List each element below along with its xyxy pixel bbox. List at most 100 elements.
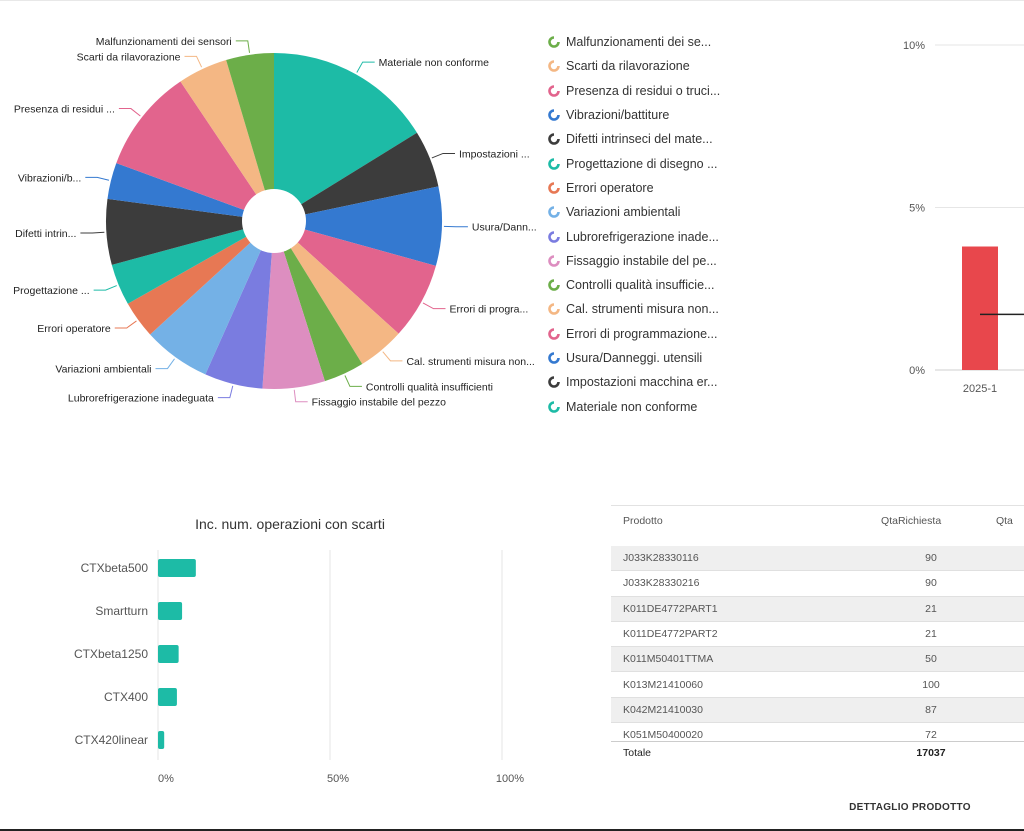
pie-slice[interactable] [150, 221, 274, 375]
pie-slice[interactable] [274, 132, 439, 221]
pie-slice-label: Malfunzionamenti dei sensori [96, 36, 232, 48]
table-body[interactable]: J033K28330116 90 J033K28330216 90 K011DE4772… [611, 546, 1024, 741]
pie-slice[interactable] [274, 221, 399, 364]
hbar[interactable] [158, 645, 179, 663]
legend-label: Errori di programmazione... [566, 326, 718, 341]
table-row[interactable]: J033K28330216 90 [611, 571, 1024, 597]
legend-item[interactable]: Difetti intrinseci del mate... [548, 127, 728, 151]
x-tick-label: 100% [496, 773, 524, 785]
table-row[interactable]: K013M21410060 100 [611, 672, 1024, 698]
percentage-bar[interactable] [962, 246, 998, 371]
table-row[interactable]: K011M50401TTMA 50 [611, 647, 1024, 673]
pie-label-leader [293, 389, 308, 403]
cell-qta-richiesta: 87 [925, 703, 937, 716]
legend-label: Progettazione di disegno ... [566, 156, 718, 171]
hbar[interactable] [158, 559, 196, 577]
legend-label: Scarti da rilavorazione [566, 59, 690, 74]
bottom-divider [0, 829, 1024, 831]
pie-slice[interactable] [107, 163, 274, 221]
hbar[interactable] [158, 602, 183, 620]
legend-label: Fissaggio instabile del pe... [566, 253, 717, 268]
pie-label-leader [235, 40, 251, 53]
pie-slice[interactable] [127, 221, 274, 335]
table-header: Prodotto QtaRichiesta Qta [611, 506, 1024, 546]
legend-item[interactable]: Usura/Danneggi. utensili [548, 346, 728, 370]
cell-qta-richiesta: 72 [925, 729, 937, 741]
pie-slice[interactable] [180, 59, 274, 221]
table-footer: Totale 17037 [611, 741, 1024, 764]
cell-prodotto: K013M21410060 [623, 678, 703, 691]
pie-label-leader [217, 385, 234, 399]
table-row[interactable]: J033K28330116 90 [611, 546, 1024, 572]
legend-item[interactable]: Presenza di residui o truci... [548, 79, 728, 103]
y-category-label: CTXbeta1250 [74, 647, 148, 661]
legend-label: Errori operatore [566, 180, 654, 195]
legend-ring-icon [548, 109, 560, 121]
legend-ring-icon [548, 36, 560, 48]
legend-item[interactable]: Variazioni ambientali [548, 200, 728, 224]
legend-ring-icon [548, 157, 560, 170]
cell-prodotto: K011M50401TTMA [623, 653, 714, 666]
hbar[interactable] [158, 731, 165, 749]
pie-label-leader [344, 375, 362, 387]
pie-label-leader [155, 358, 175, 370]
cell-prodotto: J033K28330116 [623, 552, 699, 565]
legend-item[interactable]: Fissaggio instabile del pe... [548, 249, 728, 273]
table-row[interactable]: K011DE4772PART1 21 [611, 596, 1024, 622]
legend-label: Usura/Danneggi. utensili [566, 351, 703, 365]
header-qta[interactable]: Qta [995, 515, 1013, 527]
legend-item[interactable]: Controlli qualità insufficie... [548, 273, 728, 297]
cell-prodotto: J033K28330216 [623, 577, 700, 590]
hbar[interactable] [158, 688, 177, 706]
header-prodotto[interactable]: Prodotto [623, 515, 663, 527]
pie-slice[interactable] [116, 81, 274, 221]
pie-slice[interactable] [205, 221, 274, 389]
pie-label-leader [118, 108, 141, 117]
y-tick-label: 0% [909, 365, 925, 377]
pie-slice[interactable] [262, 221, 325, 390]
legend-label: Cal. strumenti misura non... [566, 302, 719, 317]
legend-item[interactable]: Scarti da rilavorazione [548, 54, 728, 78]
legend-item[interactable]: Lubrorefrigerazione inade... [548, 224, 728, 248]
pie-slice[interactable] [105, 198, 274, 265]
legend-item[interactable]: Impostazioni macchina er... [548, 370, 728, 394]
pie-slice[interactable] [274, 221, 363, 382]
pie-slice[interactable] [111, 221, 274, 304]
legend-label: Lubrorefrigerazione inade... [566, 229, 719, 244]
pie-slice[interactable] [274, 221, 436, 334]
legend-item[interactable]: Materiale non conforme [548, 394, 728, 418]
legend-label: Materiale non conforme [566, 399, 698, 414]
legend-item[interactable]: Errori di programmazione... [548, 322, 728, 346]
pie-label-leader [184, 55, 203, 68]
pie-slice-label: Errori di progra... [449, 304, 528, 316]
pie-slice[interactable] [274, 186, 442, 266]
legend-item[interactable]: Cal. strumenti misura non... [548, 297, 728, 321]
legend-ring-icon [548, 60, 560, 73]
table-row[interactable]: K011DE4772PART2 21 [611, 622, 1024, 648]
footer-total-value: 17037 [916, 747, 946, 759]
table-row[interactable]: K051M50400020 72 [611, 723, 1024, 741]
pie-slice-label: Scarti da rilavorazione [77, 51, 181, 63]
header-qta-richiesta[interactable]: QtaRichiesta [881, 515, 942, 527]
y-category-label: CTXbeta500 [81, 561, 149, 575]
pie-label-leader [93, 285, 117, 291]
legend-item[interactable]: Malfunzionamenti dei se... [548, 30, 728, 54]
table-row[interactable]: K042M21410030 87 [611, 697, 1024, 724]
pie-slice-label: Vibrazioni/b... [18, 172, 81, 184]
pie-chart-svg: Materiale non conforme Impostazioni ... Us… [13, 36, 537, 409]
y-tick-label: 10% [903, 40, 925, 52]
x-tick-label: 0% [158, 773, 174, 785]
pie-slice[interactable] [274, 53, 417, 221]
cell-prodotto: K042M21410030 [623, 703, 703, 716]
pie-slice[interactable] [226, 53, 274, 221]
x-tick-label: 2025-1 [963, 383, 997, 395]
legend-item[interactable]: Errori operatore [548, 176, 728, 200]
pie-slice-label: Cal. strumenti misura non... [406, 356, 534, 368]
legend-ring-icon [548, 303, 560, 316]
pie-slice-label: Progettazione ... [13, 285, 89, 297]
legend-ring-icon [548, 182, 560, 194]
legend-item[interactable]: Progettazione di disegno ... [548, 151, 728, 175]
product-detail-button[interactable]: DETTAGLIO PRODOTTO [840, 796, 980, 818]
pie-slice-label: Presenza di residui ... [14, 104, 115, 116]
legend-item[interactable]: Vibrazioni/battiture [548, 103, 728, 127]
